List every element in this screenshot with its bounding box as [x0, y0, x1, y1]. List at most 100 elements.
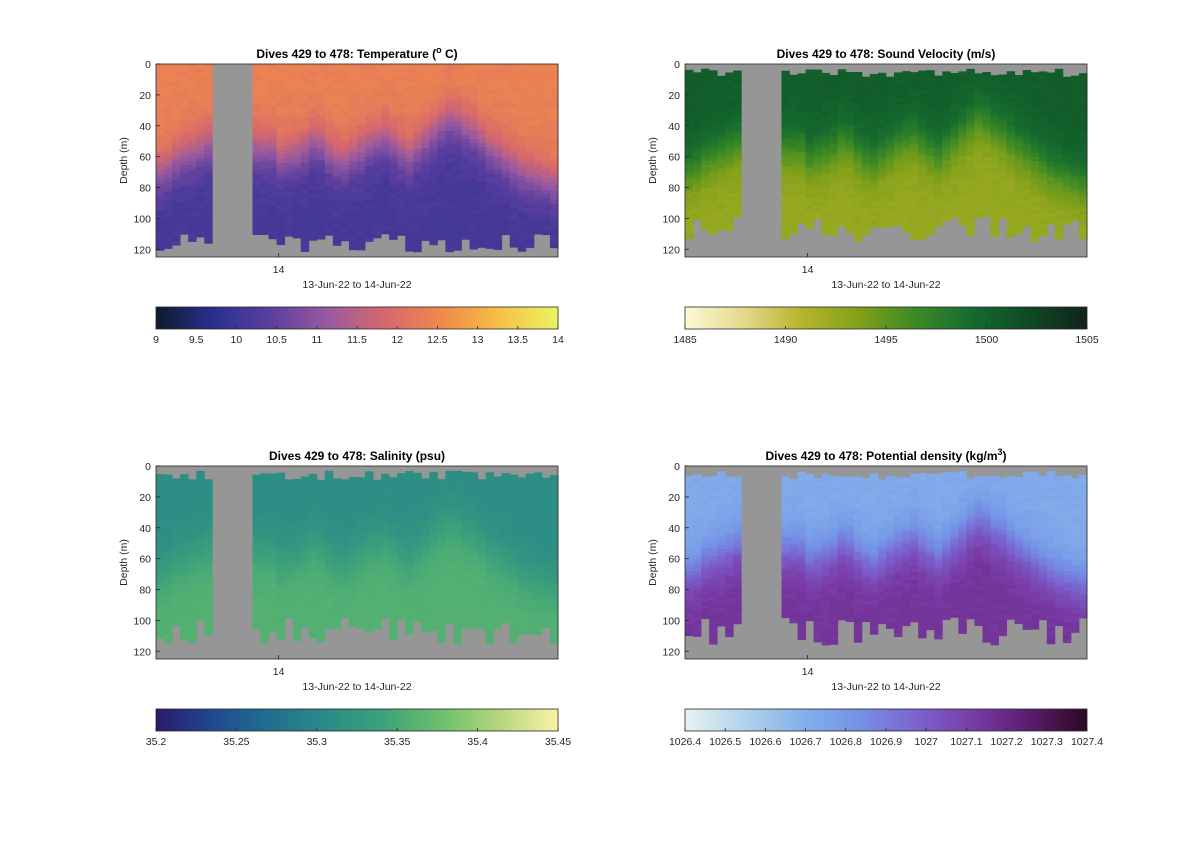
heatmap-cell: [918, 150, 927, 156]
heatmap-cell: [316, 622, 326, 628]
heatmap-cell: [926, 124, 935, 130]
heatmap-cell: [204, 482, 213, 488]
heatmap-cell: [501, 108, 511, 114]
heatmap-cell: [910, 143, 919, 149]
heatmap-cell: [300, 544, 310, 549]
heatmap-cell: [260, 630, 269, 636]
heatmap-cell: [1062, 90, 1072, 95]
heatmap-cell: [1062, 143, 1072, 148]
heatmap-cell: [982, 133, 991, 138]
heatmap-cell: [332, 223, 342, 229]
heatmap-cell: [1054, 125, 1064, 131]
heatmap-cell: [845, 83, 855, 88]
heatmap-cell: [1054, 235, 1064, 240]
heatmap-cell: [1030, 108, 1040, 114]
heatmap-cell: [276, 107, 286, 112]
heatmap-cell: [260, 554, 269, 559]
heatmap-cell: [373, 171, 382, 177]
heatmap-cell: [1022, 103, 1032, 108]
heatmap-cell: [861, 80, 871, 85]
heatmap-cell: [477, 168, 487, 174]
heatmap-cell: [204, 568, 213, 573]
heatmap-cell: [509, 203, 519, 209]
heatmap-cell: [469, 68, 478, 74]
heatmap-cell: [998, 84, 1007, 89]
heatmap-cell: [950, 90, 959, 95]
heatmap-cell: [966, 195, 975, 201]
heatmap-cell: [260, 610, 269, 616]
heatmap-cell: [300, 580, 310, 585]
heatmap-cell: [725, 219, 734, 224]
heatmap-cell: [501, 145, 511, 150]
heatmap-cell: [469, 147, 478, 153]
heatmap-cell: [517, 202, 527, 208]
heatmap-cell: [260, 173, 269, 179]
heatmap-cell: [276, 607, 286, 612]
heatmap-cell: [373, 486, 382, 491]
heatmap-cell: [517, 237, 527, 243]
heatmap-cell: [397, 72, 406, 77]
heatmap-cell: [292, 221, 302, 226]
heatmap-cell: [461, 201, 470, 207]
heatmap-cell: [252, 500, 261, 505]
heatmap-cell: [188, 118, 197, 124]
heatmap-cell: [1006, 205, 1016, 210]
heatmap-cell: [685, 77, 694, 83]
heatmap-cell: [877, 105, 887, 110]
heatmap-cell: [348, 509, 358, 514]
heatmap-cell: [164, 90, 173, 96]
heatmap-cell: [1046, 202, 1056, 207]
heatmap-cell: [365, 574, 374, 579]
heatmap-cell: [308, 223, 318, 229]
heatmap-cell: [405, 490, 414, 495]
heatmap-cell: [300, 523, 310, 528]
heatmap-cell: [517, 224, 527, 230]
heatmap-cell: [276, 635, 286, 640]
heatmap-cell: [381, 556, 390, 560]
heatmap-cell: [172, 572, 181, 577]
heatmap-cell: [405, 610, 414, 615]
heatmap-cell: [894, 101, 903, 106]
heatmap-cell: [509, 133, 519, 139]
heatmap-cell: [942, 156, 951, 161]
heatmap-cell: [292, 502, 302, 507]
heatmap-cell: [373, 590, 382, 595]
heatmap-cell: [1062, 217, 1072, 222]
heatmap-cell: [365, 482, 374, 488]
heatmap-cell: [445, 77, 454, 83]
heatmap-cell: [998, 77, 1007, 82]
heatmap-cell: [180, 173, 189, 178]
heatmap-cell: [164, 558, 173, 564]
heatmap-cell: [276, 615, 286, 620]
heatmap-cell: [357, 94, 366, 100]
heatmap-cell: [1062, 97, 1072, 102]
heatmap-cell: [1014, 105, 1024, 110]
heatmap-cell: [926, 74, 935, 79]
heatmap-cell: [188, 638, 197, 644]
heatmap-cell: [180, 588, 189, 594]
heatmap-cell: [942, 142, 951, 147]
heatmap-cell: [196, 96, 205, 102]
heatmap-cell: [853, 168, 863, 174]
heatmap-cell: [284, 558, 294, 563]
heatmap-cell: [340, 232, 350, 238]
heatmap-cell: [437, 185, 446, 191]
heatmap-cell: [204, 486, 213, 491]
heatmap-cell: [789, 199, 798, 204]
heatmap-cell: [861, 215, 871, 220]
heatmap-cell: [950, 186, 959, 191]
heatmap-cell: [1054, 206, 1064, 212]
heatmap-cell: [365, 233, 374, 238]
heatmap-cell: [918, 74, 927, 79]
heatmap-cell: [196, 101, 205, 106]
heatmap-cell: [894, 207, 903, 212]
heatmap-cell: [845, 152, 855, 157]
x-tick-label: 14: [802, 264, 814, 276]
heatmap-cell: [180, 577, 189, 582]
heatmap-cell: [340, 551, 350, 556]
heatmap-cell: [517, 153, 527, 159]
heatmap-cell: [509, 90, 519, 95]
heatmap-cell: [389, 635, 398, 641]
heatmap-cell: [942, 213, 951, 218]
heatmap-cell: [709, 187, 718, 192]
